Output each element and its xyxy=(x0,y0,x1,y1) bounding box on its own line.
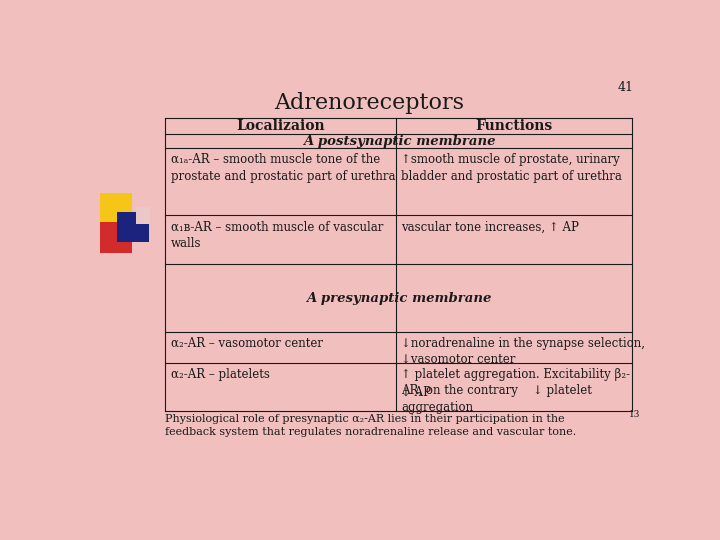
Bar xyxy=(136,207,150,224)
Text: A presynaptic membrane: A presynaptic membrane xyxy=(306,292,492,305)
Text: 41: 41 xyxy=(618,82,634,94)
Text: ↓noradrenaline in the synapse selection,
↓vasomotor center

↓ AP: ↓noradrenaline in the synapse selection,… xyxy=(401,337,645,399)
Text: 13: 13 xyxy=(629,410,640,419)
Bar xyxy=(100,222,132,253)
Bar xyxy=(100,193,132,224)
Text: ↑smooth muscle of prostate, urinary
bladder and prostatic part of urethra: ↑smooth muscle of prostate, urinary blad… xyxy=(401,153,622,183)
Text: α₂-AR – vasomotor center: α₂-AR – vasomotor center xyxy=(171,337,323,350)
Text: α₂-AR – platelets: α₂-AR – platelets xyxy=(171,368,270,381)
Text: α₁ʙ-AR – smooth muscle of vascular
walls: α₁ʙ-AR – smooth muscle of vascular walls xyxy=(171,220,383,251)
Text: Adrenoreceptors: Adrenoreceptors xyxy=(274,92,464,114)
Text: ↑ platelet aggregation. Excitability β₂-
AR, on the contrary    ↓ platelet
aggre: ↑ platelet aggregation. Excitability β₂-… xyxy=(401,368,631,414)
Bar xyxy=(117,212,148,242)
Text: Localizaion: Localizaion xyxy=(236,119,325,133)
Text: Functions: Functions xyxy=(475,119,553,133)
Text: A postsynaptic membrane: A postsynaptic membrane xyxy=(302,134,495,147)
Text: α₁ₐ-AR – smooth muscle tone of the
prostate and prostatic part of urethra: α₁ₐ-AR – smooth muscle tone of the prost… xyxy=(171,153,395,183)
Text: Physiological role of presynaptic α₂-AR lies in their participation in the
feedb: Physiological role of presynaptic α₂-AR … xyxy=(166,414,577,437)
Text: vascular tone increases, ↑ AP: vascular tone increases, ↑ AP xyxy=(401,220,579,233)
